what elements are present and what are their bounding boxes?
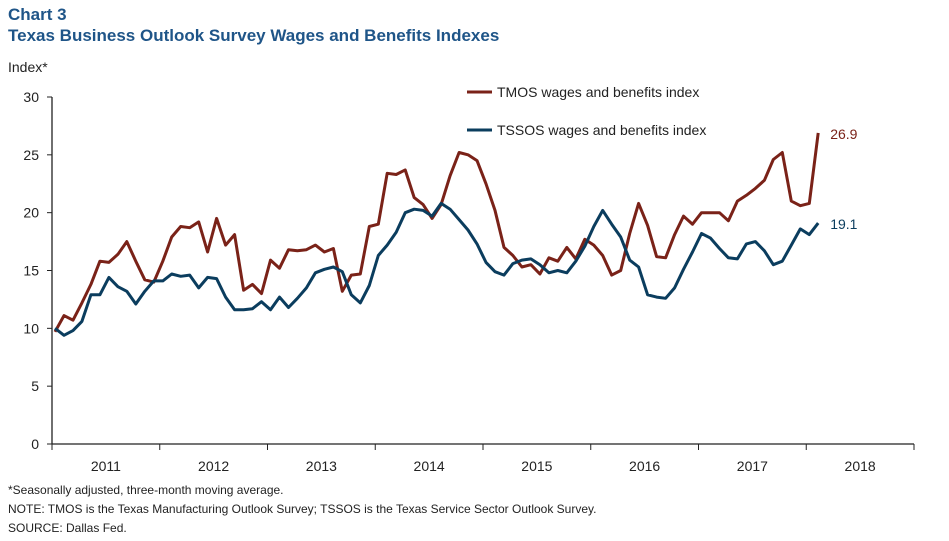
end-value-label: 19.1 bbox=[830, 216, 857, 232]
legend-label: TSSOS wages and benefits index bbox=[497, 122, 706, 138]
y-axis-label: Index* bbox=[8, 59, 48, 75]
x-tick-label: 2014 bbox=[414, 458, 445, 474]
source: SOURCE: Dallas Fed. bbox=[8, 521, 127, 535]
y-tick-label: 5 bbox=[31, 378, 39, 394]
x-tick-label: 2017 bbox=[737, 458, 768, 474]
y-tick-label: 0 bbox=[31, 436, 39, 452]
chart-notes: *Seasonally adjusted, three-month moving… bbox=[8, 481, 596, 538]
y-tick-label: 15 bbox=[23, 263, 39, 279]
series-line-tssos bbox=[54, 201, 820, 337]
footnote: *Seasonally adjusted, three-month moving… bbox=[8, 483, 284, 497]
chart-title: Chart 3 bbox=[8, 5, 67, 24]
x-tick-label: 2018 bbox=[845, 458, 876, 474]
y-tick-label: 10 bbox=[23, 320, 39, 336]
y-tick-label: 20 bbox=[23, 205, 39, 221]
y-tick-label: 25 bbox=[23, 147, 39, 163]
chart-subtitle: Texas Business Outlook Survey Wages and … bbox=[8, 26, 500, 45]
legend-label: TMOS wages and benefits index bbox=[497, 84, 699, 100]
note: NOTE: TMOS is the Texas Manufacturing Ou… bbox=[8, 502, 597, 516]
end-value-label: 26.9 bbox=[830, 126, 857, 142]
x-tick-label: 2011 bbox=[91, 458, 121, 474]
series-line-tmos bbox=[53, 132, 820, 333]
x-tick-label: 2016 bbox=[629, 458, 660, 474]
x-tick-label: 2012 bbox=[198, 458, 229, 474]
y-tick-label: 30 bbox=[23, 89, 39, 105]
x-tick-label: 2013 bbox=[306, 458, 337, 474]
x-tick-label: 2015 bbox=[521, 458, 552, 474]
